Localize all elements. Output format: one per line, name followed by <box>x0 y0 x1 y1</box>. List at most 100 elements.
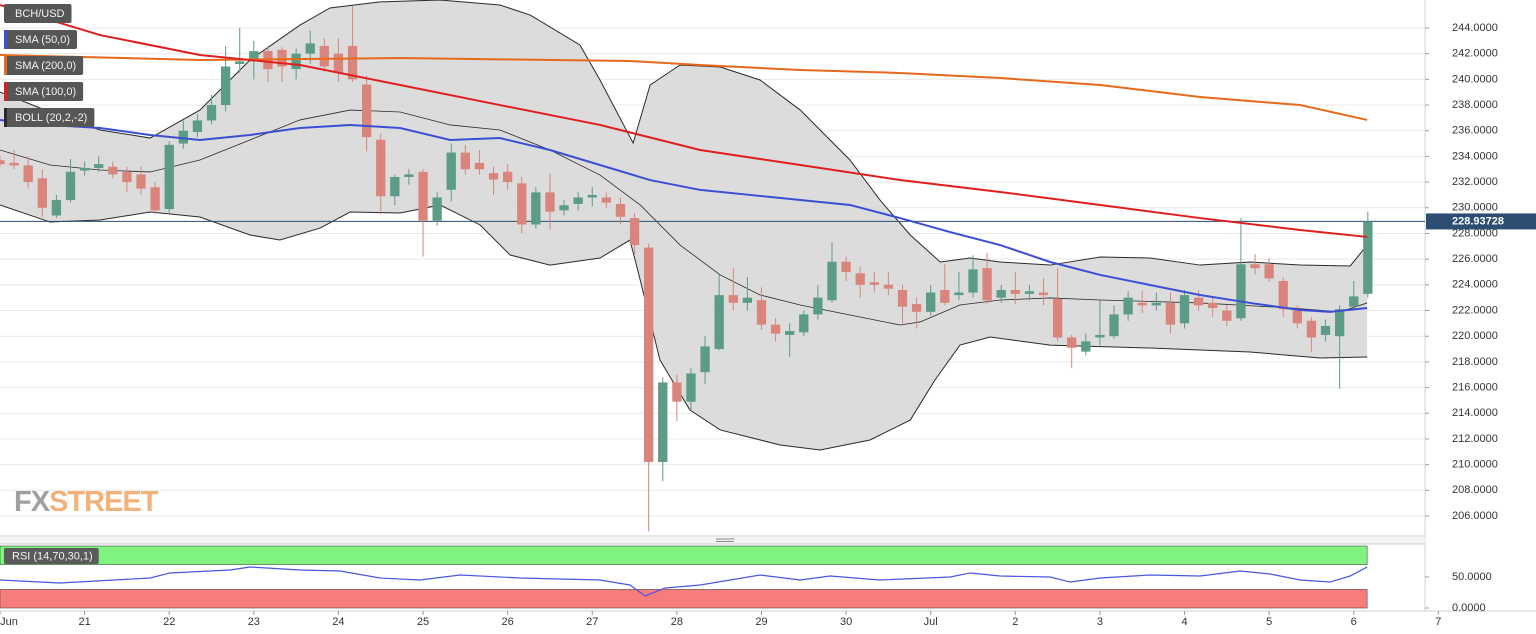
candle-body <box>1137 302 1147 306</box>
y-tick-label: 230.0000 <box>1452 202 1498 214</box>
candle-body <box>841 261 851 272</box>
bollinger-middle <box>0 109 1368 326</box>
candle-body <box>1306 320 1317 338</box>
candle-body <box>164 144 174 210</box>
legend-swatch <box>4 108 7 127</box>
candle-body <box>926 292 936 312</box>
candle-body <box>249 51 259 62</box>
candle-body <box>376 139 386 197</box>
legend-box <box>4 108 95 127</box>
candle-body <box>460 152 471 170</box>
y-tick-label: 0.0000 <box>1452 602 1486 614</box>
y-tick-label: 244.0000 <box>1452 22 1498 34</box>
candle-body <box>319 45 329 67</box>
watermark-fx: FX <box>14 486 51 518</box>
candle-body <box>51 200 62 216</box>
candle-body <box>728 295 738 303</box>
x-tick-label: Jun <box>0 616 18 628</box>
candle-body <box>799 314 809 333</box>
watermark: FXSTREET <box>14 486 159 518</box>
candle-body <box>1165 302 1176 325</box>
legend-label: RSI (14,70,30,1) <box>12 550 93 562</box>
candle-body <box>1363 221 1373 294</box>
legend-swatch <box>4 56 7 75</box>
candle-body <box>361 84 372 138</box>
candle-body <box>911 304 922 312</box>
candle-body <box>333 53 344 73</box>
legend-entry: BCH/USD <box>4 4 72 23</box>
candle-body <box>897 289 908 307</box>
y-tick-label: 50.0000 <box>1452 571 1492 583</box>
candle-body <box>644 247 654 463</box>
candle-body <box>714 295 724 350</box>
candle-body <box>1151 302 1161 306</box>
legend-label: SMA (100,0) <box>15 86 76 98</box>
y-tick-label: 208.0000 <box>1452 484 1498 496</box>
panel-separator[interactable] <box>0 537 1425 544</box>
candle-body <box>1208 302 1218 308</box>
x-tick-label: 21 <box>78 616 90 628</box>
candle-body <box>996 289 1006 298</box>
candle-body <box>418 171 428 221</box>
candle-body <box>305 43 315 54</box>
y-tick-label: 220.0000 <box>1452 330 1498 342</box>
legend-label: BCH/USD <box>15 8 65 20</box>
candle-body <box>940 289 950 303</box>
candle-body <box>1024 291 1035 294</box>
candle-body <box>545 192 555 212</box>
candle-body <box>629 218 640 246</box>
candle-body <box>615 203 626 217</box>
legend-label: BOLL (20,2,-2) <box>15 112 87 124</box>
legend-box <box>4 4 72 23</box>
last-price-box <box>1426 213 1536 230</box>
x-tick-label: 25 <box>417 616 429 628</box>
candle-body <box>1222 310 1232 321</box>
candle-body <box>686 373 696 402</box>
legend-swatch <box>4 30 7 49</box>
y-tick-label: 238.0000 <box>1452 99 1498 111</box>
candle-body <box>785 331 795 335</box>
legend-entry: SMA (50,0) <box>4 30 78 49</box>
candle-body <box>559 205 569 211</box>
candle-body <box>446 152 456 190</box>
legend-label: SMA (50,0) <box>15 34 70 46</box>
candle-body <box>1179 295 1190 324</box>
candle-body <box>65 171 76 201</box>
candle-body <box>277 49 287 67</box>
legend-entry: BOLL (20,2,-2) <box>4 108 95 127</box>
legend-swatch <box>4 82 7 101</box>
rsi-line <box>0 566 1368 597</box>
candle-body <box>1292 310 1302 324</box>
candle-body <box>502 171 513 183</box>
candle-body <box>1264 264 1274 279</box>
x-tick-label: Jul <box>924 616 938 628</box>
candle-body <box>1010 289 1020 294</box>
y-tick-label: 232.0000 <box>1452 176 1498 188</box>
candle-body <box>488 173 499 180</box>
rsi-band <box>0 545 1368 565</box>
legend-box <box>4 82 84 101</box>
legend-entry: RSI (14,70,30,1) <box>4 548 99 564</box>
candle-body <box>9 162 19 166</box>
legend-box <box>4 548 99 564</box>
legend-box <box>4 30 78 49</box>
candle-body <box>1081 341 1091 352</box>
x-tick-label: 27 <box>586 616 598 628</box>
candle-body <box>1236 264 1246 319</box>
y-tick-label: 218.0000 <box>1452 356 1498 368</box>
candle-body <box>1320 325 1331 335</box>
candle-body <box>1052 298 1063 338</box>
candle-body <box>756 300 767 325</box>
sma-line <box>0 4 1368 238</box>
candle-body <box>1193 297 1204 306</box>
y-tick-label: 236.0000 <box>1452 125 1498 137</box>
last-price-label: 228.93728 <box>1452 215 1504 227</box>
x-tick-label: 5 <box>1266 616 1272 628</box>
candle-body <box>23 165 33 183</box>
candle-body <box>1250 264 1260 269</box>
candle-body <box>404 174 414 177</box>
y-tick-label: 224.0000 <box>1452 279 1498 291</box>
candle-body <box>347 45 358 80</box>
